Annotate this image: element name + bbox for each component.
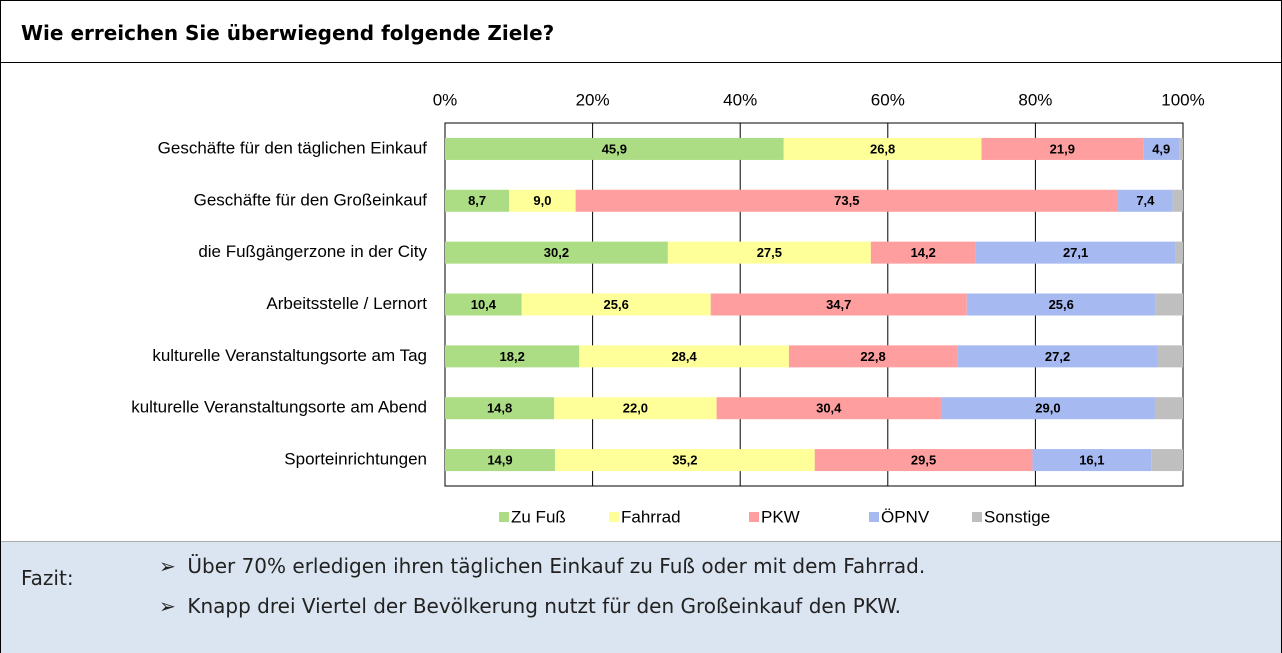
bar-segment xyxy=(554,449,815,472)
bar-segment xyxy=(1118,189,1173,212)
data-label: 29,0 xyxy=(1035,401,1060,416)
bar-segment xyxy=(579,345,789,368)
bar-segment xyxy=(445,345,580,368)
y-tick-label: kulturelle Veranstaltungsorte am Abend xyxy=(131,398,427,417)
fazit-text: Über 70% erledigen ihren täglichen Einka… xyxy=(187,554,926,578)
bar-segment xyxy=(445,397,555,420)
legend-swatch xyxy=(869,512,879,522)
bar-segment xyxy=(975,241,1176,264)
legend-label: Sonstige xyxy=(984,507,1050,526)
bar-segment xyxy=(788,345,958,368)
data-label: 28,4 xyxy=(671,349,697,364)
data-label: 27,1 xyxy=(1063,245,1088,260)
x-tick-label: 100% xyxy=(1161,90,1204,109)
y-tick-label: Arbeitsstelle / Lernort xyxy=(266,294,427,313)
data-label: 27,5 xyxy=(757,245,782,260)
data-label: 7,4 xyxy=(1136,193,1155,208)
data-label: 25,6 xyxy=(1049,297,1074,312)
data-label: 18,2 xyxy=(500,349,525,364)
bar-segment xyxy=(445,189,510,212)
x-tick-label: 60% xyxy=(871,90,905,109)
data-label: 10,4 xyxy=(471,297,497,312)
y-tick-label: Geschäfte für den Großeinkauf xyxy=(194,190,428,209)
bar-segment xyxy=(1179,137,1183,160)
data-label: 26,8 xyxy=(870,141,895,156)
bar-segment xyxy=(1154,397,1183,420)
data-label: 22,0 xyxy=(623,401,648,416)
data-label: 27,2 xyxy=(1045,349,1070,364)
data-label: 14,9 xyxy=(487,453,512,468)
bar-segment xyxy=(981,137,1144,160)
bar-segment xyxy=(1032,449,1152,472)
bar-segment xyxy=(966,293,1156,316)
bar-segment xyxy=(1155,293,1183,316)
fazit-label: Fazit: xyxy=(21,566,74,590)
bar-segment xyxy=(445,293,522,316)
bar-segment xyxy=(1151,449,1183,472)
data-label: 22,8 xyxy=(860,349,885,364)
bar-segment xyxy=(940,397,1155,420)
bar-segment xyxy=(957,345,1158,368)
legend-label: PKW xyxy=(761,507,800,526)
data-label: 35,2 xyxy=(672,453,697,468)
bar-segment xyxy=(1172,189,1183,212)
bar-segment xyxy=(814,449,1033,472)
data-label: 30,2 xyxy=(544,245,569,260)
fazit-item: ➢ Knapp drei Viertel der Bevölkerung nut… xyxy=(159,594,902,618)
legend-label: Zu Fuß xyxy=(511,507,566,526)
data-label: 30,4 xyxy=(816,401,842,416)
bar-segment xyxy=(710,293,967,316)
legend-label: ÖPNV xyxy=(881,507,930,526)
bar-segment xyxy=(716,397,941,420)
bar-segment xyxy=(870,241,976,264)
chart: 0% 20% 40% 60% 80% 100% Geschäfte für den tägl… xyxy=(131,90,1205,526)
legend-swatch xyxy=(749,512,759,522)
fazit-item: ➢ Über 70% erledigen ihren täglichen Ein… xyxy=(159,554,926,578)
bar-segment xyxy=(575,189,1119,212)
bar-segment xyxy=(783,137,982,160)
x-tick-label: 40% xyxy=(723,90,757,109)
data-label: 29,5 xyxy=(911,453,936,468)
bar-segment xyxy=(445,137,784,160)
data-label: 14,2 xyxy=(911,245,936,260)
x-tick-label: 20% xyxy=(576,90,610,109)
data-label: 73,5 xyxy=(834,193,859,208)
fazit: Fazit: ➢ Über 70% erledigen ihren täglic… xyxy=(1,541,1281,653)
data-label: 16,1 xyxy=(1079,453,1104,468)
bar-segment xyxy=(1143,137,1180,160)
x-tick-label: 0% xyxy=(433,90,458,109)
data-label: 45,9 xyxy=(602,141,627,156)
data-label: 4,9 xyxy=(1152,141,1170,156)
data-label: 34,7 xyxy=(826,297,851,312)
x-tick-label: 80% xyxy=(1018,90,1052,109)
y-tick-label: Geschäfte für den täglichen Einkauf xyxy=(158,138,428,157)
legend-swatch xyxy=(972,512,982,522)
fazit-text: Knapp drei Viertel der Bevölkerung nutzt… xyxy=(187,594,902,618)
bar-segment xyxy=(445,449,555,472)
legend-swatch xyxy=(609,512,619,522)
y-tick-label: Sporteinrichtungen xyxy=(284,450,427,469)
bar-segment xyxy=(554,397,717,420)
bar-segment xyxy=(509,189,576,212)
data-label: 14,8 xyxy=(487,401,512,416)
legend-swatch xyxy=(499,512,509,522)
data-label: 21,9 xyxy=(1050,141,1075,156)
data-label: 25,6 xyxy=(604,297,629,312)
data-label: 9,0 xyxy=(533,193,551,208)
data-label: 8,7 xyxy=(468,193,486,208)
y-tick-label: die Fußgängerzone in der City xyxy=(198,242,427,261)
title: Wie erreichen Sie überwiegend folgende Z… xyxy=(1,1,1281,63)
bar-segment xyxy=(445,241,668,264)
bar-segment xyxy=(1157,345,1183,368)
bar-segment xyxy=(1175,241,1183,264)
y-tick-label: kulturelle Veranstaltungsorte am Tag xyxy=(152,346,427,365)
legend-label: Fahrrad xyxy=(621,507,681,526)
bar-segment xyxy=(521,293,711,316)
bar-segment xyxy=(667,241,871,264)
